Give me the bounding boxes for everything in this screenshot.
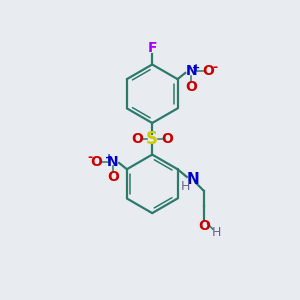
Text: H: H bbox=[212, 226, 221, 239]
Text: F: F bbox=[148, 40, 157, 55]
Text: O: O bbox=[202, 64, 214, 78]
Text: N: N bbox=[107, 154, 119, 169]
Text: O: O bbox=[162, 132, 173, 146]
Text: +: + bbox=[105, 153, 113, 163]
Text: O: O bbox=[90, 154, 102, 169]
Text: S: S bbox=[146, 130, 158, 148]
Text: N: N bbox=[186, 64, 197, 78]
Text: O: O bbox=[107, 170, 119, 184]
Text: -: - bbox=[212, 61, 217, 74]
Text: O: O bbox=[131, 132, 143, 146]
Text: +: + bbox=[192, 63, 200, 73]
Text: N: N bbox=[187, 172, 199, 188]
Text: H: H bbox=[181, 180, 190, 193]
Text: O: O bbox=[198, 219, 210, 233]
Text: O: O bbox=[185, 80, 197, 94]
Text: -: - bbox=[87, 151, 92, 164]
